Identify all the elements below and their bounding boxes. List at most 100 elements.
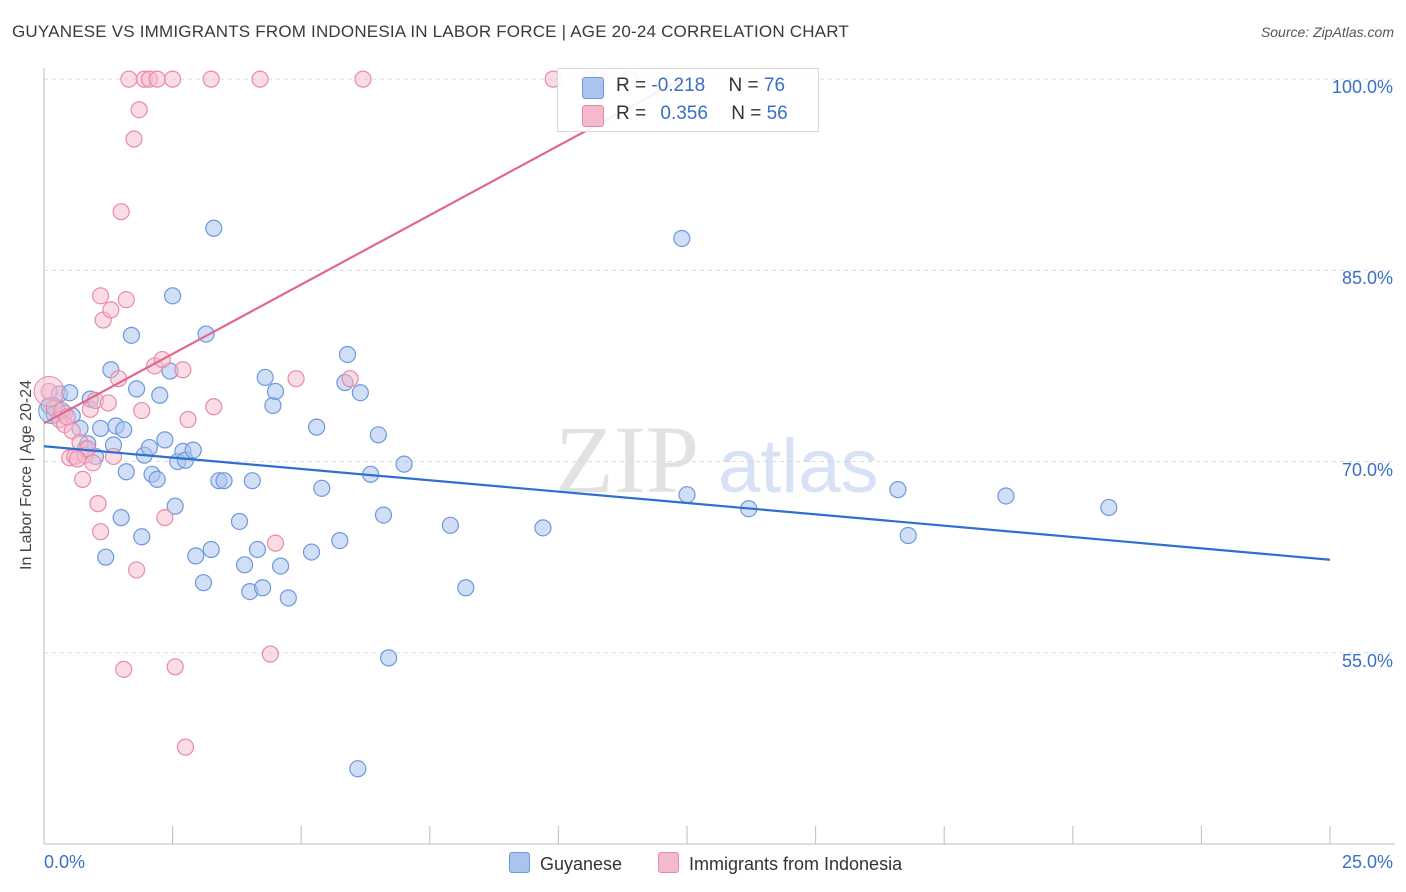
indonesia-point: [68, 450, 87, 468]
indonesia-point: [117, 291, 135, 309]
legend-label-guyanese: Guyanese: [540, 854, 623, 874]
guyanese-point: [187, 547, 205, 565]
guyanese-point: [256, 368, 274, 387]
legend-r-value: -0.218: [651, 75, 706, 96]
indonesia-point: [354, 70, 372, 88]
guyanese-point: [997, 487, 1015, 505]
legend-swatch-indonesia: [582, 105, 604, 127]
y-tick-label: 70.0%: [1341, 459, 1393, 480]
indonesia-point: [130, 101, 148, 119]
legend-item-indonesia: Immigrants from Indonesia: [658, 852, 902, 875]
guyanese-trend-line: [43, 445, 1331, 561]
indonesia-point: [115, 660, 133, 678]
indonesia-point: [176, 738, 195, 756]
indonesia-point: [205, 398, 223, 416]
watermark-zip: ZIP: [555, 406, 699, 513]
guyanese-point: [205, 219, 223, 237]
guyanese-point: [264, 396, 282, 415]
guyanese-point: [184, 441, 202, 459]
indonesia-point: [266, 534, 285, 552]
guyanese-point: [112, 509, 130, 527]
guyanese-point: [194, 574, 213, 592]
guyanese-point: [889, 481, 907, 499]
guyanese-point: [248, 540, 267, 559]
watermark-atlas: atlas: [718, 424, 879, 509]
guyanese-point: [91, 419, 110, 438]
indonesia-point: [164, 70, 182, 88]
trend-lines: [43, 78, 1331, 561]
guyanese-point: [279, 589, 297, 607]
guyanese-point: [349, 760, 367, 778]
indonesia-point: [102, 301, 120, 319]
guyanese-point: [151, 386, 169, 404]
indonesia-point: [174, 361, 192, 379]
legend-swatch-guyanese: [509, 852, 530, 873]
chart-title: GUYANESE VS IMMIGRANTS FROM INDONESIA IN…: [12, 22, 849, 41]
legend-n-value: 76: [763, 75, 786, 96]
legend-row-indonesia: R = 0.356 N = 56: [582, 103, 788, 127]
legend-label-indonesia: Immigrants from Indonesia: [689, 854, 903, 874]
indonesia-point: [148, 70, 166, 88]
stats-legend: R = -0.218 N = 76 R = 0.356 N = 56: [557, 68, 819, 132]
guyanese-point: [899, 526, 917, 545]
guyanese-point: [215, 472, 233, 490]
guyanese-point: [380, 649, 398, 667]
guyanese-point: [534, 519, 552, 537]
guyanese-point: [254, 579, 272, 597]
indonesia-points: [33, 70, 640, 756]
guyanese-point: [678, 486, 696, 504]
guyanese-point: [331, 531, 349, 550]
indonesia-point: [89, 495, 107, 513]
guyanese-point: [230, 512, 249, 531]
indonesia-point: [120, 70, 138, 88]
indonesia-point: [125, 130, 143, 148]
guyanese-point: [164, 287, 182, 305]
guyanese-point: [117, 463, 135, 481]
y-tick-label: 85.0%: [1341, 268, 1393, 289]
indonesia-point: [112, 203, 130, 221]
guyanese-point: [313, 479, 331, 497]
indonesia-point: [166, 658, 184, 676]
indonesia-point: [99, 394, 117, 412]
indonesia-point: [287, 370, 305, 388]
guyanese-point: [122, 326, 141, 344]
indonesia-point: [251, 70, 269, 88]
guyanese-point: [302, 543, 321, 561]
watermark: ZIP atlas: [555, 406, 879, 513]
guyanese-point: [441, 516, 459, 534]
legend-n-label: N =: [731, 103, 767, 124]
indonesia-point: [40, 382, 58, 401]
guyanese-point: [202, 540, 220, 559]
guyanese-point: [308, 418, 326, 436]
indonesia-point: [179, 410, 197, 429]
legend-row-guyanese: R = -0.218 N = 76: [582, 75, 786, 99]
guyanese-point: [133, 528, 151, 546]
guyanese-point: [457, 579, 475, 597]
guyanese-point: [236, 556, 254, 574]
guyanese-point: [243, 472, 261, 490]
indonesia-point: [73, 470, 92, 489]
legend-swatch-indonesia: [658, 852, 679, 873]
legend-n-label: N =: [728, 75, 764, 96]
guyanese-point: [156, 431, 174, 449]
indonesia-point: [127, 561, 146, 579]
guyanese-point: [351, 384, 369, 402]
guyanese-point: [140, 438, 159, 457]
guyanese-point: [166, 497, 184, 515]
y-tick-label: 55.0%: [1341, 650, 1393, 671]
legend-n-value: 56: [766, 103, 788, 124]
indonesia-trend-line: [43, 78, 683, 425]
axes: [43, 68, 1395, 845]
indonesia-point: [84, 454, 102, 472]
guyanese-point: [673, 229, 691, 248]
indonesia-point: [261, 645, 279, 663]
legend-swatch-guyanese: [582, 77, 604, 99]
indonesia-point: [133, 401, 151, 420]
y-axis-label: In Labor Force | Age 20-24: [18, 379, 35, 570]
x-tick-label-min: 0.0%: [44, 852, 86, 872]
indonesia-point: [156, 509, 174, 527]
indonesia-point: [341, 370, 359, 388]
y-tick-label: 100.0%: [1331, 77, 1393, 98]
source-credit: Source: ZipAtlas.com: [1260, 24, 1394, 40]
